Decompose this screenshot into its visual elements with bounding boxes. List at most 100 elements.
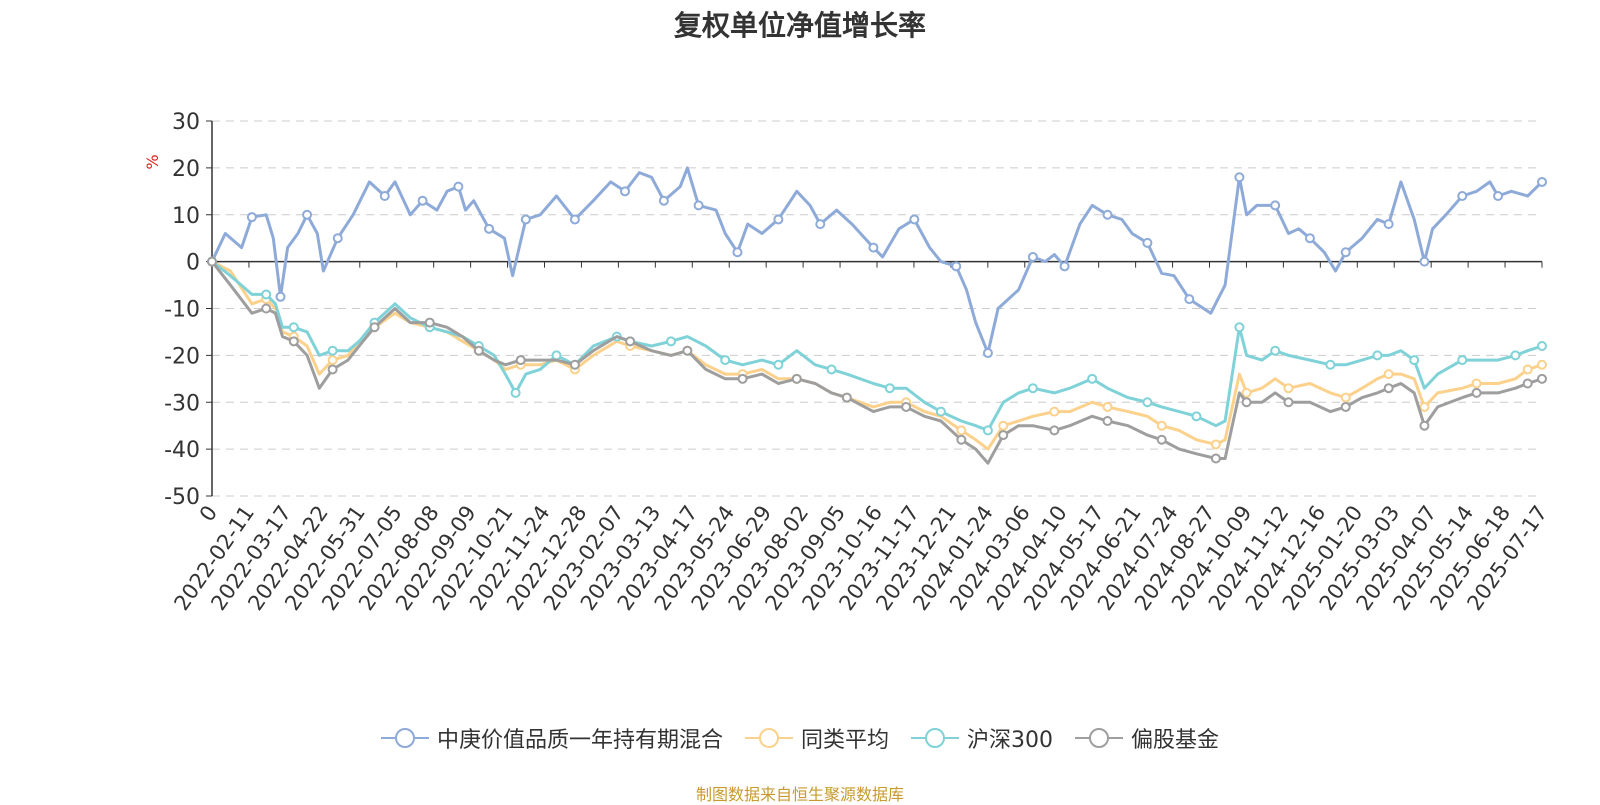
series-point-0 — [453, 181, 464, 192]
series-point-0 — [773, 214, 784, 225]
series-point-3 — [1471, 387, 1482, 398]
series-point-2 — [327, 345, 338, 356]
series-point-0 — [302, 209, 313, 220]
series-point-3 — [1522, 378, 1533, 389]
series-point-2 — [666, 336, 677, 347]
series-point-2 — [720, 355, 731, 366]
series-point-1 — [1383, 369, 1394, 380]
series-point-2 — [261, 289, 272, 300]
series-point-3 — [424, 317, 435, 328]
series-point-2 — [551, 350, 562, 361]
series-point-0 — [658, 195, 669, 206]
series-point-0 — [1340, 247, 1351, 258]
legend-item-1[interactable]: 同类平均 — [744, 722, 889, 754]
series-line-3 — [210, 260, 1543, 465]
series-point-0 — [1234, 172, 1245, 183]
series-point-0 — [332, 233, 343, 244]
legend-label: 中庚价值品质一年持有期混合 — [436, 728, 723, 753]
series-point-1 — [1471, 378, 1482, 389]
series-point-0 — [620, 186, 631, 197]
series-point-2 — [773, 359, 784, 370]
series-point-3 — [841, 392, 852, 403]
series-point-3 — [791, 373, 802, 384]
series-point-0 — [1537, 176, 1547, 187]
y-tick-label: 0 — [186, 251, 200, 276]
series-point-3 — [515, 355, 526, 366]
series-point-0 — [732, 247, 743, 258]
legend-label: 同类平均 — [800, 728, 889, 753]
series-point-3 — [1049, 425, 1060, 436]
series-point-1 — [956, 425, 967, 436]
series-point-3 — [369, 322, 380, 333]
series-point-0 — [1102, 209, 1113, 220]
series-point-2 — [1142, 397, 1153, 408]
series-point-0 — [484, 223, 495, 234]
series-point-3 — [288, 336, 299, 347]
series-point-2 — [1409, 355, 1420, 366]
x-tick-label: 0 — [195, 501, 222, 526]
legend-item-3[interactable]: 偏股基金 — [1075, 722, 1219, 754]
series-point-0 — [1142, 237, 1153, 248]
series-point-3 — [625, 336, 636, 347]
series-point-0 — [1184, 294, 1195, 305]
series-point-2 — [1027, 383, 1038, 394]
y-tick-label: 20 — [172, 157, 200, 182]
series-point-1 — [998, 420, 1009, 431]
y-tick-label: 10 — [172, 204, 200, 229]
series-point-2 — [288, 322, 299, 333]
series-point-3 — [327, 364, 338, 375]
legend-item-2[interactable]: 沪深300 — [911, 722, 1053, 754]
series-point-2 — [1087, 373, 1098, 384]
source-note: 制图数据来自恒生聚源数据库 — [695, 785, 904, 804]
series-point-3 — [1383, 383, 1394, 394]
series-point-0 — [1383, 219, 1394, 230]
legend-marker-icon — [380, 728, 429, 748]
series-point-0 — [569, 214, 580, 225]
y-axis-label: % — [143, 154, 162, 169]
series-point-3 — [1156, 434, 1167, 445]
y-tick-label: -40 — [164, 438, 200, 463]
series-point-1 — [1156, 420, 1167, 431]
series-point-3 — [901, 401, 912, 412]
y-tick-label: -30 — [164, 391, 200, 416]
series-point-0 — [417, 195, 428, 206]
series-point-2 — [1457, 355, 1468, 366]
series-point-1 — [1241, 387, 1252, 398]
legend-marker-icon — [911, 728, 959, 748]
legend-label: 偏股基金 — [1131, 728, 1220, 753]
y-tick-label: -10 — [164, 298, 200, 323]
series-point-0 — [1304, 233, 1315, 244]
series-point-2 — [826, 364, 837, 375]
series-point-3 — [1102, 416, 1113, 426]
series-point-2 — [1537, 341, 1547, 351]
series-point-3 — [1241, 397, 1252, 408]
series-point-0 — [951, 261, 962, 272]
series-point-1 — [1102, 401, 1113, 412]
series-point-0 — [1457, 191, 1468, 201]
series-point-2 — [1234, 322, 1245, 333]
grid-layer — [212, 120, 1542, 497]
legend-item-0[interactable]: 中庚价值品质一年持有期混合 — [380, 722, 723, 754]
y-tick-label: 30 — [172, 110, 200, 135]
series-point-0 — [982, 348, 993, 359]
series-point-2 — [935, 406, 946, 417]
series-point-3 — [207, 256, 217, 267]
series-point-1 — [1340, 392, 1351, 403]
legend-marker-icon — [1075, 728, 1123, 748]
legend-marker-icon — [744, 728, 793, 748]
series-point-0 — [909, 214, 920, 225]
series-point-0 — [275, 291, 286, 302]
series-point-2 — [1372, 350, 1383, 361]
series-point-0 — [1493, 191, 1504, 201]
series-point-2 — [1325, 359, 1336, 370]
series-point-3 — [682, 345, 693, 356]
series-point-1 — [1537, 359, 1547, 370]
series-point-0 — [693, 200, 704, 211]
series-point-0 — [1419, 256, 1430, 267]
y-tick-label: -20 — [164, 344, 200, 369]
series-point-1 — [1522, 364, 1533, 375]
series-point-3 — [569, 359, 580, 370]
series-point-3 — [261, 303, 272, 314]
series-point-0 — [868, 242, 879, 253]
